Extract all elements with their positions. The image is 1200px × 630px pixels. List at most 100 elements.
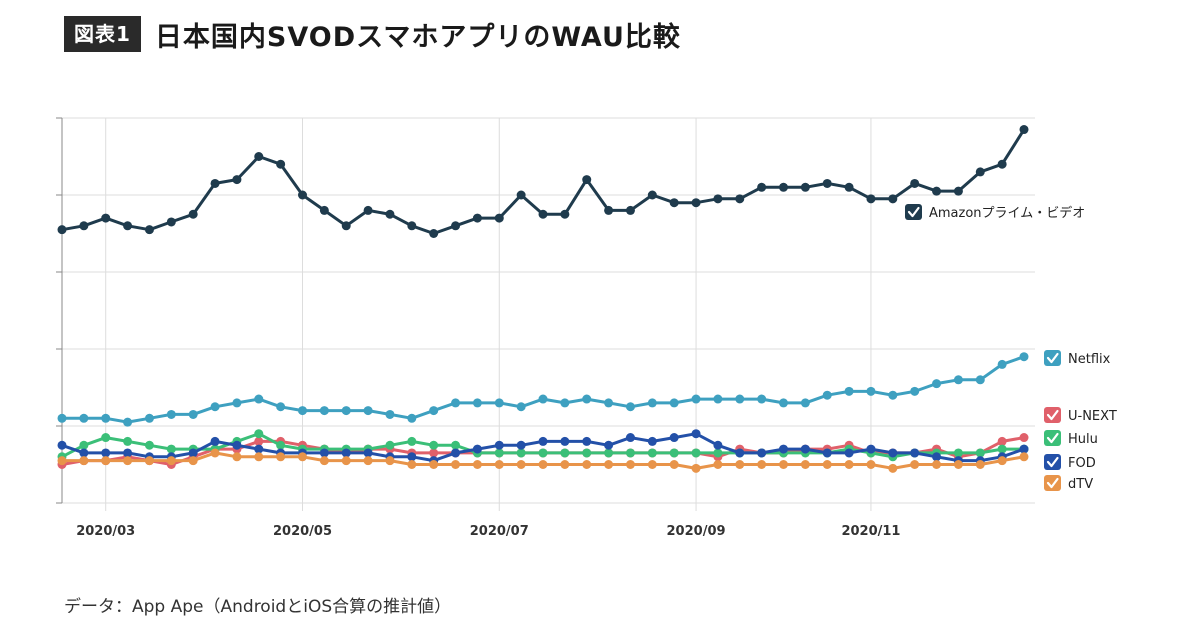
data-point-5-36	[844, 460, 854, 469]
data-point-0-10	[276, 159, 286, 169]
data-point-0-0	[57, 225, 67, 235]
data-point-1-13	[341, 406, 351, 416]
data-point-1-41	[953, 375, 963, 385]
data-point-4-35	[822, 448, 832, 458]
data-point-3-43	[997, 444, 1007, 454]
data-point-5-30	[713, 460, 723, 469]
data-point-5-44	[1019, 452, 1029, 462]
data-point-5-42	[975, 460, 985, 469]
data-point-3-21	[516, 448, 526, 458]
data-point-4-34	[800, 444, 810, 454]
series-1	[57, 352, 1029, 427]
data-point-0-4	[144, 225, 154, 235]
data-point-0-38	[888, 194, 898, 204]
data-point-1-6	[188, 409, 198, 419]
data-point-2-9	[254, 436, 264, 446]
data-point-4-19	[472, 444, 482, 454]
data-point-1-4	[144, 413, 154, 423]
data-point-0-17	[429, 229, 439, 238]
legend-checkbox-2	[1044, 407, 1061, 423]
data-point-5-12	[319, 456, 329, 466]
legend-label-1: Netflix	[1068, 352, 1111, 367]
legend-label-0: Amazonプライム・ビデオ	[929, 205, 1085, 221]
data-point-1-44	[1019, 352, 1029, 362]
data-point-5-22	[538, 460, 548, 469]
data-point-1-31	[735, 394, 745, 404]
data-point-0-13	[341, 221, 351, 231]
data-point-0-30	[713, 194, 723, 204]
data-point-1-37	[866, 386, 876, 396]
data-point-1-25	[604, 398, 614, 408]
series-line-1	[62, 355, 1025, 424]
data-point-1-23	[560, 398, 570, 408]
data-point-5-10	[276, 452, 286, 462]
legend-checkbox-4	[1044, 454, 1061, 470]
data-point-5-29	[691, 463, 701, 473]
data-point-4-40	[932, 452, 942, 462]
data-point-0-3	[123, 221, 133, 231]
data-point-4-32	[757, 448, 767, 458]
figure-header: 図表1 日本国内SVODスマホアプリのWAU比較	[64, 14, 681, 54]
data-point-1-38	[888, 390, 898, 400]
data-point-0-6	[188, 209, 198, 219]
data-point-5-21	[516, 460, 526, 469]
data-point-5-23	[560, 460, 570, 469]
series-4	[57, 429, 1029, 466]
data-point-4-37	[866, 444, 876, 454]
data-point-3-16	[407, 436, 417, 446]
data-point-0-32	[757, 182, 767, 192]
x-axis-ticks: 2020/03 2020/05 2020/07 2020/09 2020/11	[76, 524, 900, 539]
data-point-3-27	[647, 448, 657, 458]
data-point-5-5	[166, 456, 176, 466]
data-point-5-17	[429, 460, 439, 469]
data-point-5-13	[341, 456, 351, 466]
data-point-1-15	[385, 409, 395, 419]
data-point-0-39	[910, 178, 920, 188]
data-point-3-9	[254, 429, 264, 439]
data-point-3-18	[451, 440, 461, 450]
legend-item-4: FOD	[1044, 454, 1096, 471]
data-point-3-41	[953, 448, 963, 458]
data-point-5-15	[385, 456, 395, 466]
chart-title: 日本国内SVODスマホアプリのWAU比較	[154, 21, 681, 53]
data-point-4-23	[560, 436, 570, 446]
data-point-1-7	[210, 402, 220, 412]
data-point-4-30	[713, 440, 723, 450]
data-point-0-1	[79, 221, 89, 231]
data-point-5-40	[932, 460, 942, 469]
legend-label-3: Hulu	[1068, 432, 1098, 447]
data-point-0-11	[298, 190, 307, 200]
check-icon	[1046, 456, 1059, 468]
data-point-4-33	[779, 444, 788, 454]
data-point-1-33	[779, 398, 788, 408]
series-5	[57, 448, 1029, 473]
data-point-4-36	[844, 448, 854, 458]
data-point-4-12	[319, 448, 329, 458]
data-point-4-18	[451, 448, 461, 458]
data-point-1-0	[57, 413, 67, 423]
check-icon	[1046, 432, 1059, 444]
data-point-0-20	[494, 213, 504, 223]
data-point-1-10	[276, 402, 286, 412]
data-point-0-44	[1019, 125, 1029, 135]
data-point-0-24	[582, 175, 592, 185]
data-point-1-32	[757, 394, 767, 404]
data-point-5-18	[451, 460, 461, 469]
data-point-5-28	[669, 460, 679, 469]
data-point-3-4	[144, 440, 154, 450]
data-point-0-41	[953, 186, 963, 196]
data-point-0-7	[210, 178, 220, 188]
data-point-4-31	[735, 448, 745, 458]
data-point-5-20	[494, 460, 504, 469]
data-point-4-39	[910, 448, 920, 458]
data-point-3-20	[494, 448, 504, 458]
data-point-4-25	[604, 440, 614, 450]
legend-checkbox-1	[1044, 350, 1061, 366]
data-point-1-24	[582, 394, 592, 404]
data-point-4-13	[341, 448, 351, 458]
data-point-5-2	[101, 456, 111, 466]
data-point-4-28	[669, 433, 679, 443]
data-point-3-26	[625, 448, 635, 458]
data-point-1-30	[713, 394, 723, 404]
